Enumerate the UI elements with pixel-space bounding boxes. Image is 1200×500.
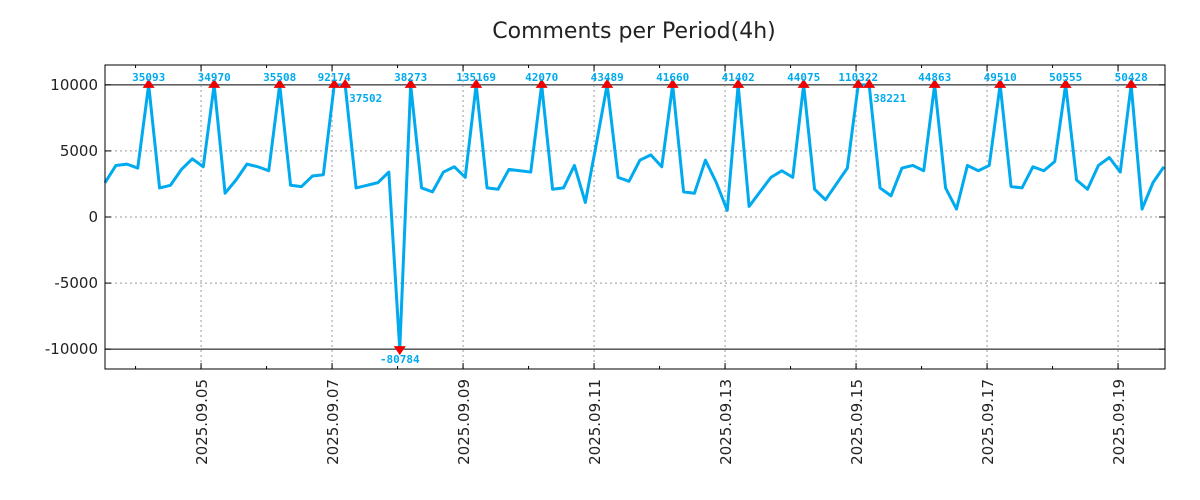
clip-up-marker [732,78,745,88]
peak-value-label: 38273 [394,71,427,84]
peak-value-label: 35508 [263,71,296,84]
clip-up-marker [535,78,548,88]
clip-up-marker [666,78,679,88]
x-tick-label: 2025.09.05 [193,379,211,465]
x-tick-label: 2025.09.17 [979,379,997,465]
x-tick-label: 2025.09.11 [586,379,604,465]
chart-title: Comments per Period(4h) [492,19,776,44]
clip-up-marker [601,78,614,88]
grid [105,65,1165,369]
peak-value-label: 41402 [722,71,755,84]
peak-value-label: 35093 [132,71,165,84]
y-tick-label: 0 [88,208,98,226]
x-axis: 2025.09.05 2025.09.07 2025.09.09 2025.09.11… [135,65,1128,465]
clip-down-marker [393,346,406,356]
y-tick-label: -10000 [45,340,98,358]
peak-value-label: 37502 [349,92,382,105]
peak-value-label: 44863 [918,71,951,84]
clip-up-marker [852,78,865,88]
clip-up-marker [797,78,810,88]
peak-value-label: 42070 [525,71,558,84]
clip-up-marker [339,78,352,88]
x-tick-label: 2025.09.07 [324,379,342,465]
peak-value-label: 110322 [838,71,878,84]
clip-up-marker [404,78,417,88]
clip-up-marker [208,78,221,88]
clip-up-marker [470,78,483,88]
peak-value-label: 92174 [318,71,351,84]
clip-up-marker [928,78,941,88]
peak-value-label: 49510 [984,71,1017,84]
clip-up-marker [142,78,155,88]
clip-markers: 35093 34970 35508 92174 37502 -80784 38273 1351… [132,71,1148,366]
y-tick-label: 10000 [50,76,98,94]
peak-value-label: 38221 [873,92,906,105]
clip-up-marker [1059,78,1072,88]
peak-value-label: 43489 [591,71,624,84]
clip-up-marker [328,78,341,88]
x-tick-label: 2025.09.09 [455,379,473,465]
x-tick-label: 2025.09.15 [848,379,866,465]
clip-up-marker [1125,78,1138,88]
y-tick-label: -5000 [54,274,98,292]
clip-up-marker [863,78,876,88]
peak-value-label: 135169 [456,71,496,84]
x-tick-label: 2025.09.19 [1110,379,1128,465]
plot-frame [104,64,1166,370]
clip-up-marker [994,78,1007,88]
peak-value-label: 50555 [1049,71,1082,84]
series-line [103,83,1166,351]
y-tick-label: 5000 [60,142,98,160]
x-tick-label: 2025.09.13 [717,379,735,465]
clip-up-marker [273,78,286,88]
series-comments [103,83,1166,351]
peak-value-label: 41660 [656,71,689,84]
peak-value-label: 50428 [1115,71,1148,84]
y-axis: 10000 5000 0 -5000 -10000 [45,76,1165,358]
trough-value-label: -80784 [380,353,420,366]
peak-value-label: 44075 [787,71,820,84]
peak-value-label: 34970 [198,71,231,84]
